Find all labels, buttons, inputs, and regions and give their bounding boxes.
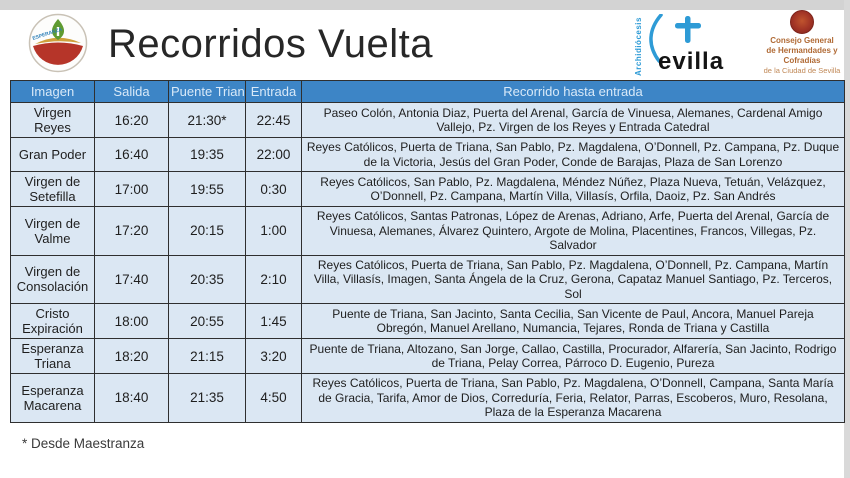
cell-puente-triana: 21:35 [168, 373, 246, 423]
archidiocesis-sevilla-logo: Archidiócesis evilla [634, 14, 756, 76]
table-row: Esperanza Triana 18:20 21:15 3:20 Puente… [10, 338, 845, 374]
column-header-entrada: Entrada [245, 80, 302, 103]
schedule-table-body: Virgen Reyes 16:20 21:30* 22:45 Paseo Co… [10, 102, 845, 423]
cell-recorrido: Reyes Católicos, Puerta de Triana, San P… [301, 254, 845, 304]
cell-imagen: Cristo Expiración [10, 303, 95, 339]
footnote: * Desde Maestranza [22, 436, 145, 451]
cell-recorrido: Puente de Triana, San Jacinto, Santa Cec… [301, 303, 845, 339]
table-row: Cristo Expiración 18:00 20:55 1:45 Puent… [10, 303, 845, 339]
cell-salida: 17:20 [94, 206, 169, 256]
sevilla-wordmark: evilla [658, 48, 725, 75]
cell-imagen: Esperanza Triana [10, 338, 95, 374]
consejo-emblem-icon [790, 10, 814, 34]
column-header-recorrido: Recorrido hasta entrada [301, 80, 845, 103]
sevilla-cross-icon [649, 14, 701, 63]
consejo-line2: de Hermandades y Cofradías [766, 46, 838, 65]
cell-entrada: 1:45 [245, 303, 302, 339]
cell-imagen: Virgen de Setefilla [10, 171, 95, 207]
cell-entrada: 4:50 [245, 373, 302, 423]
cell-puente-triana: 19:55 [168, 171, 246, 207]
cell-recorrido: Reyes Católicos, Puerta de Triana, San P… [301, 373, 845, 423]
cell-salida: 18:40 [94, 373, 169, 423]
cell-entrada: 1:00 [245, 206, 302, 256]
cell-imagen: Virgen Reyes [10, 102, 95, 138]
column-header-imagen: Imagen [10, 80, 95, 103]
table-row: Virgen de Consolación 17:40 20:35 2:10 R… [10, 254, 845, 304]
cell-entrada: 2:10 [245, 254, 302, 304]
schedule-table: Imagen Salida Puente Triana Entrada Reco… [10, 80, 845, 423]
frame-top-edge [0, 0, 850, 10]
consejo-line3: de la Ciudad de Sevilla [763, 66, 841, 75]
schedule-table-header: Imagen Salida Puente Triana Entrada Reco… [10, 80, 845, 103]
column-header-puente-triana: Puente Triana [168, 80, 246, 103]
page-title: Recorridos Vuelta [108, 21, 433, 66]
cell-puente-triana: 21:30* [168, 102, 246, 138]
frame-right-edge [844, 0, 850, 478]
cell-puente-triana: 21:15 [168, 338, 246, 374]
cell-salida: 16:40 [94, 137, 169, 172]
column-header-salida: Salida [94, 80, 169, 103]
cell-salida: 17:40 [94, 254, 169, 304]
cell-recorrido: Reyes Católicos, San Pablo, Pz. Magdalen… [301, 171, 845, 207]
consejo-line1: Consejo General [770, 36, 834, 45]
header: ESPERANZA Recorridos Vuelta Archidiócesi… [0, 10, 844, 80]
table-row: Virgen de Valme 17:20 20:15 1:00 Reyes C… [10, 206, 845, 256]
cell-recorrido: Paseo Colón, Antonia Diaz, Puerta del Ar… [301, 102, 845, 138]
cell-puente-triana: 20:35 [168, 254, 246, 304]
archidiocesis-vertical-text: Archidiócesis [634, 17, 643, 76]
cell-entrada: 3:20 [245, 338, 302, 374]
cell-puente-triana: 20:15 [168, 206, 246, 256]
cell-entrada: 22:45 [245, 102, 302, 138]
cell-recorrido: Reyes Católicos, Santas Patronas, López … [301, 206, 845, 256]
table-row: Esperanza Macarena 18:40 21:35 4:50 Reye… [10, 373, 845, 423]
cell-salida: 16:20 [94, 102, 169, 138]
cell-puente-triana: 19:35 [168, 137, 246, 172]
cell-salida: 18:20 [94, 338, 169, 374]
table-row: Gran Poder 16:40 19:35 22:00 Reyes Catól… [10, 137, 845, 172]
cell-salida: 17:00 [94, 171, 169, 207]
table-row: Virgen de Setefilla 17:00 19:55 0:30 Rey… [10, 171, 845, 207]
cell-imagen: Esperanza Macarena [10, 373, 95, 423]
cell-entrada: 0:30 [245, 171, 302, 207]
consejo-logo: Consejo General de Hermandades y Cofradí… [756, 10, 848, 76]
table-row: Virgen Reyes 16:20 21:30* 22:45 Paseo Co… [10, 102, 845, 138]
cell-salida: 18:00 [94, 303, 169, 339]
cell-entrada: 22:00 [245, 137, 302, 172]
cell-puente-triana: 20:55 [168, 303, 246, 339]
caminando-esperanza-logo: ESPERANZA [28, 13, 88, 73]
cell-recorrido: Reyes Católicos, Puerta de Triana, San P… [301, 137, 845, 172]
cell-recorrido: Puente de Triana, Altozano, San Jorge, C… [301, 338, 845, 374]
cell-imagen: Virgen de Consolación [10, 254, 95, 304]
cell-imagen: Gran Poder [10, 137, 95, 172]
cell-imagen: Virgen de Valme [10, 206, 95, 256]
